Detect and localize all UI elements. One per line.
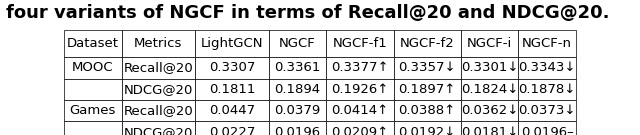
Text: four variants of NGCF in terms of Recall@20 and NDCG@20.: four variants of NGCF in terms of Recall…	[6, 4, 610, 22]
